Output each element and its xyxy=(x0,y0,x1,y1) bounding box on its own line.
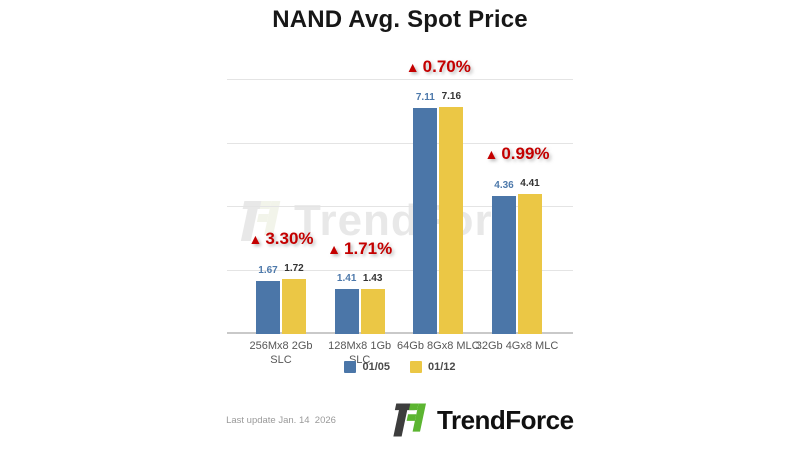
up-triangle-icon: ▲ xyxy=(327,240,341,257)
trendforce-logo-icon-watermark xyxy=(240,201,281,241)
up-triangle-icon: ▲ xyxy=(484,145,499,162)
legend-swatch xyxy=(344,361,357,373)
gridline xyxy=(227,79,573,80)
bar-01-05 xyxy=(413,108,438,334)
trendforce-logo-icon xyxy=(393,403,426,437)
x-axis-line xyxy=(227,332,573,334)
legend: 01/05 01/12 xyxy=(0,361,800,373)
value-label: 7.11 xyxy=(415,92,435,104)
bar-01-12 xyxy=(518,193,542,334)
legend-item: 01/12 xyxy=(410,361,456,373)
x-axis-label: 256Mx8 2Gb SLC xyxy=(249,340,313,367)
gridline xyxy=(227,142,573,144)
gridline xyxy=(227,206,573,207)
last-update-note: Last update Jan. 14 2026 xyxy=(226,415,336,426)
bar-01-05 xyxy=(256,280,280,334)
trendforce-brand: TrendForce xyxy=(391,399,574,441)
value-label: 4.41 xyxy=(520,177,540,189)
change-annotation: ▲ 1.71% xyxy=(327,238,393,258)
legend-label: 01/12 xyxy=(428,361,456,373)
change-annotation: ▲ 0.70% xyxy=(405,56,471,76)
plot-area: ▲ 3.30% 1.67 1.72 ▲ 1.71% 1.41 1.43 ▲ 0.70% 7.11 7.… xyxy=(227,57,573,334)
value-label: 1.72 xyxy=(284,263,304,275)
legend-label: 01/05 xyxy=(362,361,390,373)
value-label: 1.41 xyxy=(336,273,357,285)
value-label: 1.67 xyxy=(258,264,278,276)
change-annotation: ▲ 0.99% xyxy=(484,143,550,163)
brand-name: TrendForce xyxy=(437,404,574,435)
x-axis-label: 64Gb 8Gx8 MLC xyxy=(397,340,480,352)
legend-swatch xyxy=(410,361,422,373)
chart-title: NAND Avg. Spot Price xyxy=(272,6,528,33)
change-annotation: ▲ 3.30% xyxy=(248,229,314,249)
legend-item: 01/05 xyxy=(344,361,390,373)
gridline xyxy=(227,269,573,271)
up-triangle-icon: ▲ xyxy=(405,58,420,75)
x-axis-label: 32Gb 4Gx8 MLC xyxy=(475,340,559,352)
bar-01-05 xyxy=(492,195,516,334)
up-triangle-icon: ▲ xyxy=(248,231,263,248)
bar-01-12 xyxy=(360,288,385,334)
bar-01-05 xyxy=(334,289,359,334)
value-label: 4.36 xyxy=(494,179,514,191)
bar-01-12 xyxy=(282,279,306,334)
value-label: 1.43 xyxy=(362,272,383,284)
value-label: 7.16 xyxy=(441,90,462,102)
bar-01-12 xyxy=(439,106,464,334)
